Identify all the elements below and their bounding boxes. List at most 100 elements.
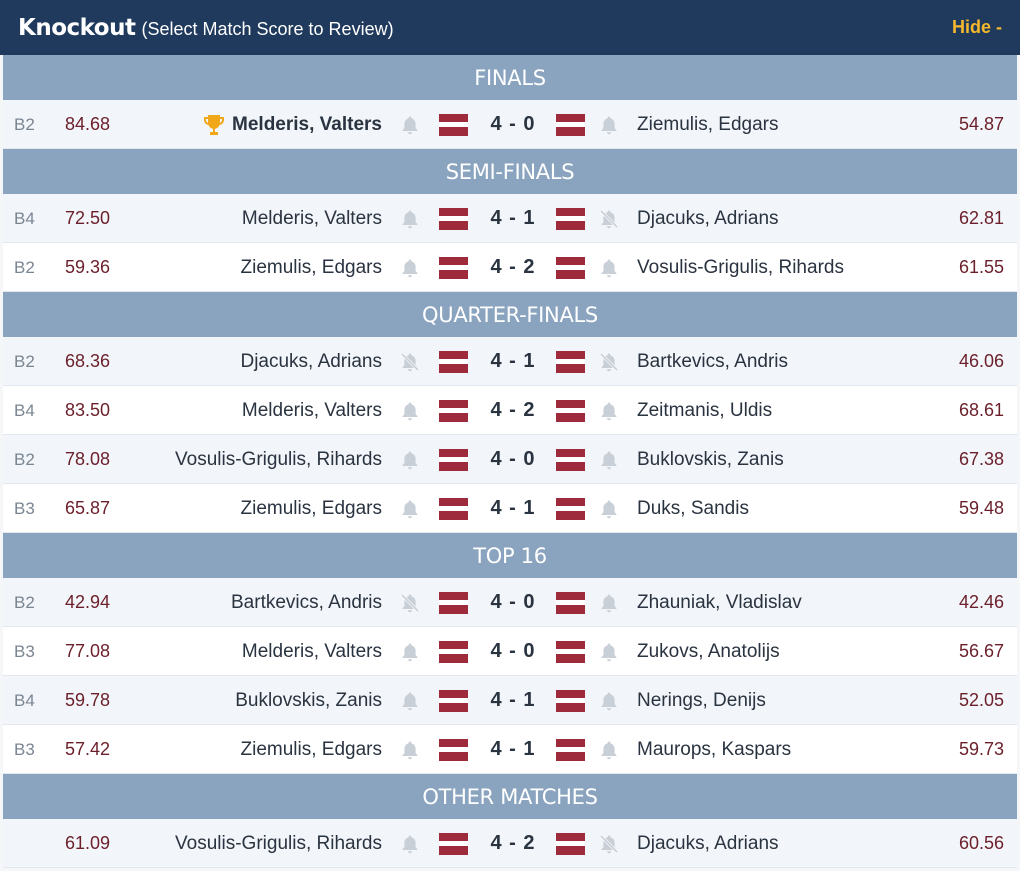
hide-toggle-button[interactable]: Hide -: [951, 17, 1002, 37]
player2-name[interactable]: Bartkevics, Andris: [637, 350, 788, 372]
match-score[interactable]: 4 - 1: [490, 738, 536, 760]
bell-icon[interactable]: [399, 676, 421, 725]
match-score[interactable]: 4 - 2: [490, 832, 536, 854]
match-score[interactable]: 4 - 2: [490, 399, 536, 421]
match-row[interactable]: B2 68.36 Djacuks, Adrians 4 - 1 Bartkevi…: [3, 337, 1017, 386]
match-score[interactable]: 4 - 1: [490, 207, 536, 229]
player2-name[interactable]: Maurops, Kaspars: [637, 738, 792, 760]
bell-icon[interactable]: [399, 100, 421, 149]
player1-name[interactable]: Melderis, Valters: [241, 640, 382, 662]
player1-name[interactable]: Melderis, Valters: [232, 113, 382, 135]
bell-icon[interactable]: [598, 243, 620, 292]
section-title: QUARTER-FINALS: [3, 292, 1017, 337]
match-row[interactable]: B4 59.78 Buklovskis, Zanis 4 - 1 Nerings…: [3, 676, 1017, 725]
player2-name[interactable]: Duks, Sandis: [637, 497, 749, 519]
player1-name[interactable]: Melderis, Valters: [241, 399, 382, 421]
bell-icon[interactable]: [598, 484, 620, 533]
latvia-flag-icon: [555, 676, 585, 725]
player1-cell: Melderis, Valters: [242, 194, 382, 243]
bell-icon[interactable]: [399, 194, 421, 243]
player1-average: 84.68: [65, 114, 111, 134]
bell-muted-icon[interactable]: [399, 578, 421, 627]
latvia-flag-icon: [555, 627, 585, 676]
player2-name[interactable]: Djacuks, Adrians: [637, 207, 779, 229]
match-row[interactable]: B2 59.36 Ziemulis, Edgars 4 - 2 Vosulis-…: [3, 243, 1017, 292]
bell-icon[interactable]: [399, 435, 421, 484]
latvia-flag-icon: [555, 337, 585, 386]
player1-name[interactable]: Ziemulis, Edgars: [240, 738, 383, 760]
player1-cell: Ziemulis, Edgars: [241, 725, 383, 774]
match-score[interactable]: 4 - 1: [490, 497, 536, 519]
player1-name[interactable]: Melderis, Valters: [241, 207, 382, 229]
match-row[interactable]: B3 65.87 Ziemulis, Edgars 4 - 1 Duks, Sa…: [3, 484, 1017, 533]
board-label: B3: [14, 498, 35, 518]
bell-icon[interactable]: [399, 725, 421, 774]
section-title: SEMI-FINALS: [3, 149, 1017, 194]
latvia-flag-icon: [438, 386, 468, 435]
bell-icon[interactable]: [399, 243, 421, 292]
player1-average: 59.36: [65, 257, 111, 277]
latvia-flag-icon: [555, 100, 585, 149]
player2-name[interactable]: Vosulis-Grigulis, Rihards: [637, 256, 844, 278]
latvia-flag-icon: [438, 243, 468, 292]
board-label: B4: [14, 400, 35, 420]
player2-name[interactable]: Zeitmanis, Uldis: [637, 399, 773, 421]
bell-muted-icon[interactable]: [598, 337, 620, 386]
player2-average: 61.55: [958, 257, 1004, 277]
player1-name[interactable]: Vosulis-Grigulis, Rihards: [175, 832, 382, 854]
bell-muted-icon[interactable]: [399, 337, 421, 386]
match-score[interactable]: 4 - 2: [490, 256, 536, 278]
latvia-flag-icon: [555, 435, 585, 484]
player1-cell: Ziemulis, Edgars: [241, 484, 383, 533]
player1-average: 77.08: [65, 641, 111, 661]
player1-name[interactable]: Ziemulis, Edgars: [240, 256, 383, 278]
player2-name[interactable]: Buklovskis, Zanis: [637, 448, 784, 470]
bell-icon[interactable]: [598, 725, 620, 774]
player2-average: 52.05: [958, 690, 1004, 710]
match-row[interactable]: 61.09 Vosulis-Grigulis, Rihards 4 - 2 Dj…: [3, 819, 1017, 868]
bell-icon[interactable]: [598, 386, 620, 435]
match-score[interactable]: 4 - 1: [490, 689, 536, 711]
match-score[interactable]: 4 - 0: [490, 113, 536, 135]
latvia-flag-icon: [555, 484, 585, 533]
bell-icon[interactable]: [399, 484, 421, 533]
match-row[interactable]: B3 57.42 Ziemulis, Edgars 4 - 1 Maurops,…: [3, 725, 1017, 774]
player1-cell: Melderis, Valters: [242, 386, 382, 435]
panel-subtitle: (Select Match Score to Review): [141, 18, 394, 39]
match-score[interactable]: 4 - 1: [490, 350, 536, 372]
match-score[interactable]: 4 - 0: [490, 640, 536, 662]
match-score[interactable]: 4 - 0: [490, 448, 536, 470]
bell-icon[interactable]: [598, 627, 620, 676]
bell-icon[interactable]: [399, 819, 421, 868]
match-row[interactable]: B2 84.68 Melderis, Valters 4 - 0 Ziemuli…: [3, 100, 1017, 149]
player2-name[interactable]: Ziemulis, Edgars: [637, 113, 779, 135]
match-row[interactable]: B2 78.08 Vosulis-Grigulis, Rihards 4 - 0…: [3, 435, 1017, 484]
player2-average: 59.48: [958, 498, 1004, 518]
player2-name[interactable]: Zhauniak, Vladislav: [637, 591, 802, 613]
player1-name[interactable]: Djacuks, Adrians: [240, 350, 382, 372]
section-title: OTHER MATCHES: [3, 774, 1017, 819]
bell-muted-icon[interactable]: [598, 194, 620, 243]
bell-icon[interactable]: [399, 627, 421, 676]
bell-icon[interactable]: [598, 435, 620, 484]
player1-name[interactable]: Ziemulis, Edgars: [240, 497, 383, 519]
player1-name[interactable]: Buklovskis, Zanis: [235, 689, 382, 711]
bell-muted-icon[interactable]: [598, 819, 620, 868]
bell-icon[interactable]: [598, 578, 620, 627]
match-score[interactable]: 4 - 0: [490, 591, 536, 613]
player2-name[interactable]: Zukovs, Anatolijs: [637, 640, 780, 662]
match-row[interactable]: B3 77.08 Melderis, Valters 4 - 0 Zukovs,…: [3, 627, 1017, 676]
player2-name[interactable]: Djacuks, Adrians: [637, 832, 779, 854]
bell-icon[interactable]: [598, 676, 620, 725]
match-row[interactable]: B4 72.50 Melderis, Valters 4 - 1 Djacuks…: [3, 194, 1017, 243]
bell-icon[interactable]: [399, 386, 421, 435]
match-row[interactable]: B2 42.94 Bartkevics, Andris 4 - 0 Zhauni…: [3, 578, 1017, 627]
latvia-flag-icon: [438, 676, 468, 725]
bell-icon[interactable]: [598, 100, 620, 149]
board-label: B3: [14, 641, 35, 661]
player1-name[interactable]: Bartkevics, Andris: [231, 591, 382, 613]
match-row[interactable]: B4 83.50 Melderis, Valters 4 - 2 Zeitman…: [3, 386, 1017, 435]
player2-name[interactable]: Nerings, Denijs: [637, 689, 766, 711]
board-label: B2: [14, 449, 35, 469]
player1-name[interactable]: Vosulis-Grigulis, Rihards: [175, 448, 382, 470]
